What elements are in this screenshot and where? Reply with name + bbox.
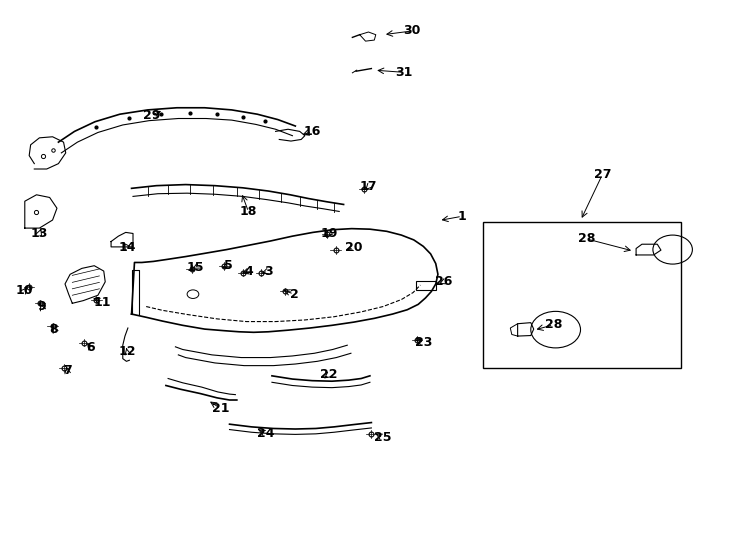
Text: 14: 14 [118,241,136,254]
Text: 4: 4 [244,265,253,278]
Text: 30: 30 [404,24,421,37]
Bar [416,281,436,291]
Text: 19: 19 [320,227,338,240]
Text: 21: 21 [212,402,230,415]
Text: 23: 23 [415,336,433,349]
Text: 8: 8 [50,322,58,335]
Text: 20: 20 [345,241,363,254]
Text: 16: 16 [303,125,321,138]
Text: 29: 29 [142,109,160,122]
Text: 27: 27 [594,168,611,181]
Text: 7: 7 [63,364,72,377]
Text: 10: 10 [16,284,34,297]
Text: 31: 31 [395,66,413,79]
Bar [482,221,681,368]
Text: 25: 25 [374,431,392,444]
Text: 6: 6 [87,341,95,354]
Text: 28: 28 [545,318,562,332]
Text: 12: 12 [118,345,136,358]
Text: 28: 28 [578,232,595,245]
Text: 24: 24 [258,427,275,440]
Text: 1: 1 [458,210,466,223]
Text: 2: 2 [289,288,298,301]
Text: 5: 5 [224,259,233,272]
Text: 9: 9 [37,300,46,313]
Text: 17: 17 [360,180,377,193]
Text: 13: 13 [31,227,48,240]
Text: 26: 26 [435,275,452,288]
Text: 11: 11 [93,296,111,309]
Text: 3: 3 [264,265,272,278]
Text: 15: 15 [186,261,204,274]
Text: 18: 18 [240,206,257,219]
Text: 22: 22 [320,368,338,381]
